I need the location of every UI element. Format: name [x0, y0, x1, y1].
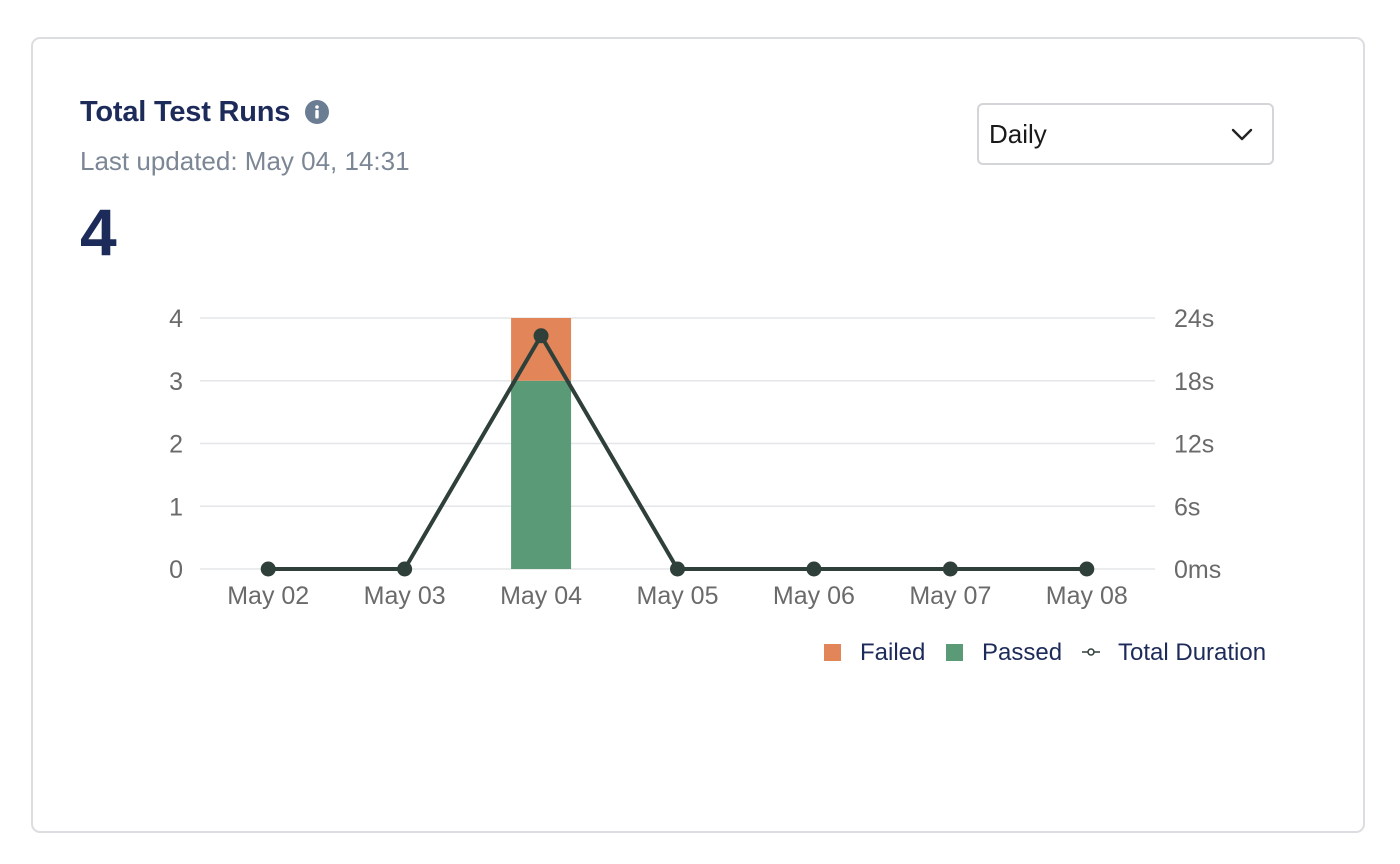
- y-right-tick-label: 6s: [1174, 493, 1200, 521]
- bar-passed: [511, 380, 572, 569]
- test-runs-card: [31, 37, 1365, 833]
- legend-swatch-passed: [946, 644, 963, 661]
- x-tick-label: May 07: [909, 582, 991, 610]
- total-runs-value: 4: [80, 195, 117, 269]
- chevron-down-icon: [1231, 128, 1253, 141]
- duration-line: [268, 333, 1087, 571]
- y-right-tick-label: 18s: [1174, 368, 1214, 396]
- y-left-tick-label: 4: [169, 305, 183, 333]
- duration-point: [942, 561, 958, 577]
- duration-point: [670, 561, 685, 577]
- x-tick-label: May 02: [227, 582, 309, 610]
- x-tick-label: May 03: [364, 582, 446, 610]
- y-left-tick-label: 1: [169, 493, 183, 521]
- duration-point: [397, 561, 413, 577]
- info-icon[interactable]: [305, 100, 330, 124]
- y-right-tick-label: 0ms: [1174, 556, 1221, 584]
- legend-swatch-total-duration-point: [1087, 648, 1095, 656]
- duration-point: [260, 561, 276, 577]
- legend-label[interactable]: Failed: [860, 639, 925, 666]
- y-left-tick-label: 0: [169, 556, 183, 584]
- x-tick-label: May 05: [637, 582, 719, 610]
- duration-point: [806, 561, 822, 577]
- legend-label[interactable]: Total Duration: [1118, 639, 1266, 666]
- duration-point: [1079, 561, 1095, 577]
- y-right-tick-label: 24s: [1174, 305, 1214, 333]
- y-right-tick-label: 12s: [1174, 431, 1214, 459]
- legend-swatch-failed: [824, 644, 841, 661]
- y-left-tick-label: 2: [169, 431, 183, 459]
- y-left-tick-label: 3: [169, 368, 183, 396]
- card-header: Total Test Runs: [80, 92, 330, 132]
- duration-point: [533, 328, 549, 344]
- x-tick-label: May 08: [1046, 582, 1128, 610]
- period-select-value: Daily: [989, 118, 1047, 149]
- legend-label[interactable]: Passed: [982, 639, 1062, 666]
- last-updated-text: Last updated: May 04, 14:31: [80, 146, 410, 176]
- x-tick-label: May 06: [773, 582, 855, 610]
- card-title: Total Test Runs: [80, 95, 291, 128]
- x-tick-label: May 04: [500, 582, 582, 610]
- period-select[interactable]: Daily: [977, 103, 1274, 165]
